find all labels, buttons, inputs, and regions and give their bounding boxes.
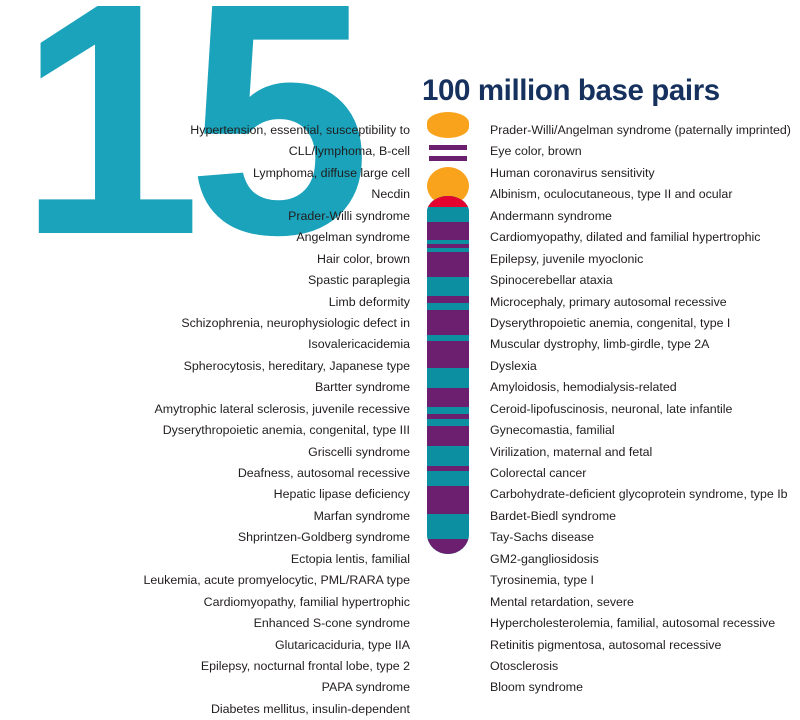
ideogram-band-16 (427, 414, 469, 419)
gene-label-right-0: Prader-Willi/Angelman syndrome (paternal… (490, 123, 791, 137)
chromosome-ideogram (427, 112, 469, 554)
gene-label-left-20: Ectopia lentis, familial (290, 551, 410, 566)
gene-label-left-11: Spherocytosis, hereditary, Japanese type (183, 358, 410, 373)
gene-label-right-2: Human coronavirus sensitivity (490, 165, 655, 180)
gene-label-left-23: Enhanced S-cone syndrome (253, 616, 410, 631)
ideogram-band-23 (427, 514, 469, 539)
gene-label-left-15: Griscelli syndrome (308, 444, 410, 459)
gene-label-right-8: Microcephaly, primary autosomal recessiv… (490, 294, 727, 309)
gene-label-left-22: Cardiomyopathy, familial hypertrophic (203, 594, 410, 609)
ideogram-band-12 (427, 341, 469, 368)
gene-label-right-3: Albinism, oculocutaneous, type II and oc… (490, 187, 733, 202)
gene-label-left-12: Bartter syndrome (314, 380, 410, 395)
gene-label-left-6: Hair color, brown (317, 251, 410, 266)
gene-label-right-26: Bloom syndrome (490, 680, 583, 695)
gene-label-left-2: Lymphoma, diffuse large cell (252, 165, 410, 180)
chromosome-number: 15 (18, 0, 371, 303)
ideogram-band-1 (427, 207, 469, 222)
gene-label-right-7: Spinocerebellar ataxia (490, 273, 613, 288)
chromosome-map-figure: 15 100 million base pairs Hypertension, … (18, 0, 791, 716)
ideogram-band-9 (427, 303, 469, 310)
ideogram-band-18 (427, 426, 469, 446)
ideogram-satellite-1 (427, 112, 469, 138)
gene-label-left-4: Prader-Willi syndrome (288, 208, 410, 223)
ideogram-band-13 (427, 368, 469, 388)
ideogram-band-15 (427, 407, 469, 414)
gene-label-left-19: Shprintzen-Goldberg syndrome (237, 530, 410, 545)
ideogram-band-17 (427, 419, 469, 426)
gene-label-right-13: Ceroid-lipofuscinosis, neuronal, late in… (490, 401, 733, 416)
gene-label-left-8: Limb deformity (328, 294, 410, 309)
gene-label-right-24: Retinitis pigmentosa, autosomal recessiv… (490, 637, 722, 652)
gene-label-left-17: Hepatic lipase deficiency (273, 487, 410, 502)
gene-label-left-5: Angelman syndrome (296, 230, 410, 245)
ideogram-band-14 (427, 388, 469, 407)
ideogram-stalk-line-2 (429, 156, 467, 161)
gene-label-left-21: Leukemia, acute promyelocytic, PML/RARA … (143, 573, 410, 588)
gene-label-left-18: Marfan syndrome (313, 508, 410, 523)
ideogram-band-0 (427, 196, 469, 207)
gene-label-right-1: Eye color, brown (490, 144, 582, 159)
ideogram-band-10 (427, 310, 469, 335)
gene-label-left-1: CLL/lymphoma, B-cell (288, 144, 410, 159)
gene-label-right-17: Carbohydrate-deficient glycoprotein synd… (490, 487, 788, 502)
gene-label-right-20: GM2-gangliosidosis (490, 551, 599, 566)
gene-label-right-10: Muscular dystrophy, limb-girdle, type 2A (490, 337, 710, 352)
gene-label-left-13: Amytrophic lateral sclerosis, juvenile r… (154, 401, 410, 416)
gene-label-right-6: Epilepsy, juvenile myoclonic (490, 251, 644, 266)
gene-label-right-16: Colorectal cancer (490, 466, 587, 480)
ideogram-band-4 (427, 244, 469, 248)
gene-label-left-27: Diabetes mellitus, insulin-dependent (210, 701, 410, 716)
gene-label-right-25: Otosclerosis (490, 658, 559, 673)
ideogram-band-8 (427, 296, 469, 303)
gene-label-left-3: Necdin (371, 187, 410, 202)
ideogram-band-6 (427, 252, 469, 277)
ideogram-stalk-line-1 (429, 145, 467, 150)
gene-label-left-16: Deafness, autosomal recessive (237, 466, 410, 480)
gene-label-right-21: Tyrosinemia, type I (490, 573, 594, 588)
ideogram-band-21 (427, 471, 469, 486)
ideogram-band-11 (427, 335, 469, 341)
gene-label-right-18: Bardet-Biedl syndrome (490, 508, 617, 523)
gene-label-right-11: Dyslexia (490, 358, 537, 373)
gene-label-left-0: Hypertension, essential, susceptibility … (190, 123, 410, 137)
ideogram-band-24 (427, 539, 469, 554)
page-title: 100 million base pairs (422, 74, 720, 107)
gene-label-left-24: Glutaricaciduria, type IIA (275, 637, 410, 652)
ideogram-band-2 (427, 222, 469, 240)
ideogram-body (427, 196, 469, 554)
gene-label-list-left: Hypertension, essential, susceptibility … (60, 120, 410, 720)
gene-label-left-25: Epilepsy, nocturnal frontal lobe, type 2 (200, 658, 410, 673)
ideogram-band-7 (427, 277, 469, 296)
ideogram-band-3 (427, 240, 469, 244)
gene-label-list-right: Prader-Willi/Angelman syndrome (paternal… (490, 120, 798, 699)
ideogram-band-22 (427, 486, 469, 514)
gene-label-left-14: Dyserythropoietic anemia, congenital, ty… (162, 423, 410, 438)
gene-label-left-7: Spastic paraplegia (308, 273, 410, 288)
gene-label-right-9: Dyserythropoietic anemia, congenital, ty… (490, 315, 731, 330)
gene-label-right-5: Cardiomyopathy, dilated and familial hyp… (490, 230, 761, 245)
gene-label-right-19: Tay-Sachs disease (490, 530, 594, 545)
gene-label-right-15: Virilization, maternal and fetal (490, 444, 653, 459)
gene-label-left-26: PAPA syndrome (321, 680, 410, 695)
gene-label-left-9: Schizophrenia, neurophysiologic defect i… (181, 315, 410, 330)
gene-label-right-23: Hypercholesterolemia, familial, autosoma… (490, 616, 776, 631)
ideogram-band-19 (427, 446, 469, 466)
gene-label-right-12: Amyloidosis, hemodialysis-related (490, 380, 677, 395)
gene-label-right-22: Mental retardation, severe (490, 594, 634, 609)
ideogram-band-5 (427, 248, 469, 252)
gene-label-right-14: Gynecomastia, familial (490, 423, 615, 438)
gene-label-left-10: Isovalericacidemia (308, 337, 410, 352)
gene-label-right-4: Andermann syndrome (490, 208, 612, 223)
ideogram-band-20 (427, 466, 469, 471)
